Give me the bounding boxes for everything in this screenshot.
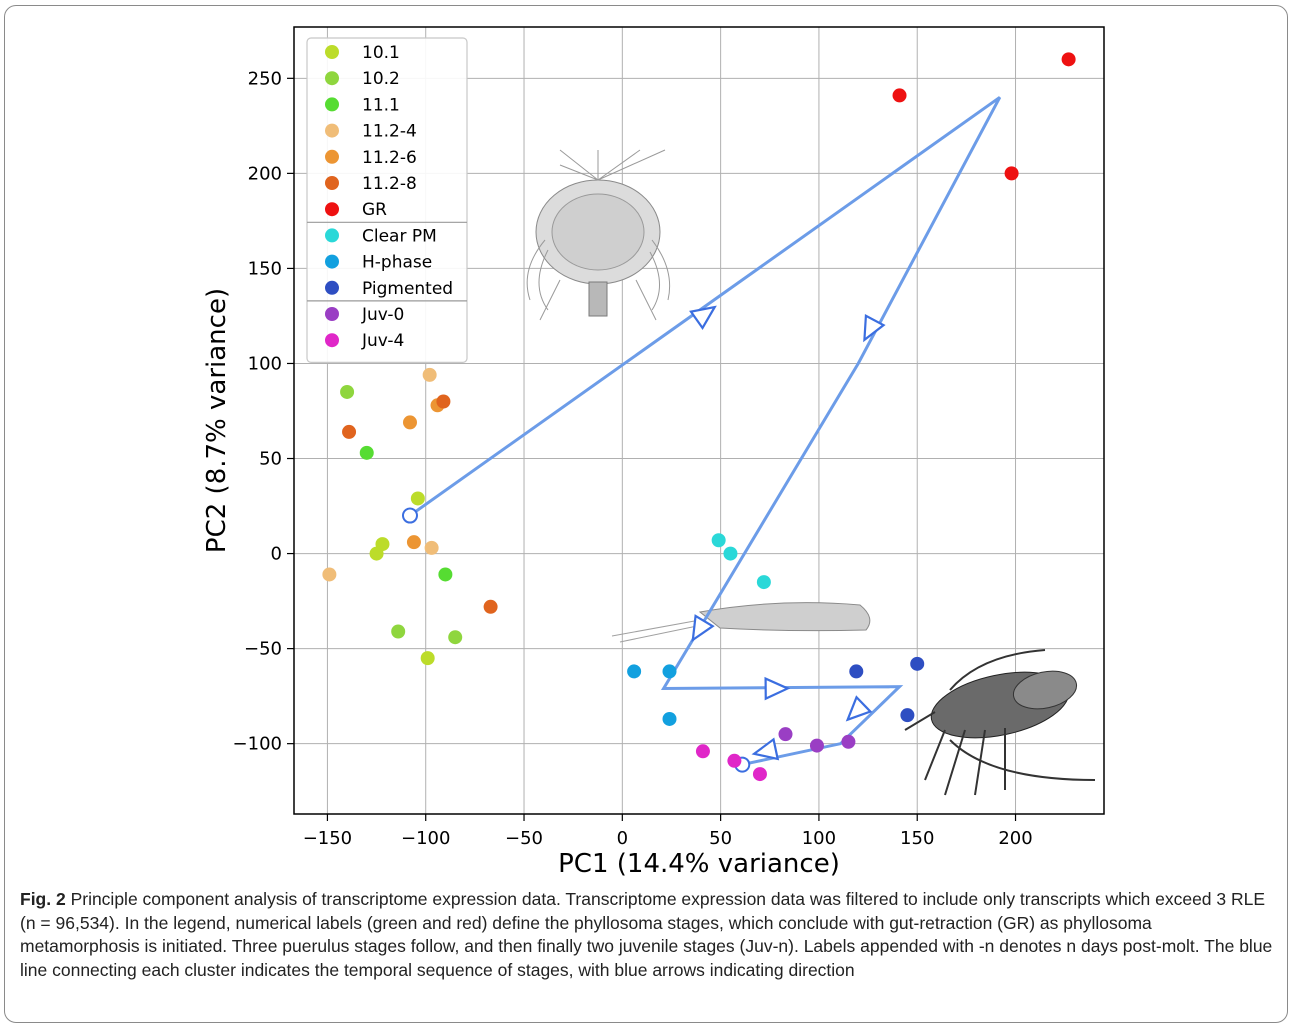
figure-caption: Fig. 2 Principle component analysis of t… <box>20 888 1275 982</box>
y-tick-label: 0 <box>271 544 282 565</box>
data-point-juv-0 <box>809 738 824 753</box>
phyllosoma-larva-image <box>526 149 671 321</box>
y-axis-label: PC2 (8.7% variance) <box>202 288 232 553</box>
trajectory-start-marker <box>401 507 418 524</box>
data-point-pigmented <box>910 656 925 671</box>
data-point-juv-4 <box>727 753 742 768</box>
plot-area-border <box>293 26 1105 815</box>
data-point-gr <box>892 88 907 103</box>
data-point-pigmented <box>900 708 915 723</box>
data-point-pigmented <box>849 664 864 679</box>
legend-marker <box>325 176 339 190</box>
x-tick-label: −150 <box>303 828 352 849</box>
legend-label: Clear PM <box>362 226 437 246</box>
data-point-clear-pm <box>711 533 726 548</box>
figure-frame <box>4 5 1288 1023</box>
y-tick-label: −50 <box>244 639 282 660</box>
trajectory-arrow <box>863 313 886 343</box>
data-point-10-1 <box>410 491 425 506</box>
data-point-10-1 <box>420 651 435 666</box>
legend: 10.1 10.2 11.1 11.2-4 11.2-6 11.2-8 GR Clear PM… <box>306 37 468 363</box>
data-point-11-2-6 <box>402 415 417 430</box>
puerulus-image <box>611 602 871 643</box>
legend-label: 11.2-6 <box>362 148 417 168</box>
data-point-11-2-4 <box>322 567 337 582</box>
y-tick-label: 200 <box>248 163 282 184</box>
x-tick-label: 50 <box>709 828 732 849</box>
data-point-11-2-4 <box>424 540 439 555</box>
legend-label: GR <box>362 200 387 220</box>
legend-marker <box>325 97 339 112</box>
data-point-10-1 <box>369 546 384 561</box>
legend-marker <box>325 228 339 243</box>
legend-label: Juv-4 <box>361 331 404 351</box>
y-tick-label: 250 <box>248 68 282 89</box>
data-point-h-phase <box>662 711 677 726</box>
x-tick-label: 200 <box>998 828 1032 849</box>
trajectory-arrow <box>845 695 873 722</box>
legend-marker <box>325 202 339 217</box>
legend-label: 11.2-4 <box>362 122 417 142</box>
legend-label: 11.2-8 <box>362 174 417 194</box>
axes: −150 −100 −50 0 50 100 150 200 −100 −50 0 50 100 150 2… <box>202 26 1105 879</box>
legend-label: 10.1 <box>362 43 400 63</box>
legend-label: 10.2 <box>362 69 400 89</box>
x-tick-label: 150 <box>900 828 934 849</box>
legend-marker <box>325 123 339 138</box>
data-point-gr <box>1004 166 1019 181</box>
data-point-h-phase <box>627 664 642 679</box>
x-tick-label: 100 <box>802 828 836 849</box>
x-axis-label: PC1 (14.4% variance) <box>558 849 840 879</box>
data-point-clear-pm <box>756 575 771 590</box>
x-tick-label: −100 <box>401 828 450 849</box>
data-point-11-2-6 <box>406 535 421 550</box>
y-tick-label: 50 <box>259 449 282 470</box>
legend-label: 11.1 <box>362 95 400 115</box>
y-tick-label: 150 <box>248 258 282 279</box>
legend-marker <box>325 307 339 321</box>
data-point-10-2 <box>340 384 355 399</box>
caption-text: Principle component analysis of transcri… <box>20 889 1273 980</box>
data-point-juv-4 <box>695 744 710 759</box>
figure-label: Fig. 2 <box>20 889 66 909</box>
trajectory-arrow <box>691 614 715 643</box>
data-point-11-2-4 <box>422 367 437 382</box>
legend-label: Pigmented <box>362 279 453 299</box>
data-point-10-2 <box>448 630 463 645</box>
data-point-juv-4 <box>752 767 767 782</box>
data-point-clear-pm <box>723 546 738 561</box>
data-point-11-2-8 <box>436 394 451 409</box>
data-point-gr <box>1061 52 1076 67</box>
trajectory-arrow <box>751 737 780 761</box>
x-tick-label: 0 <box>617 828 628 849</box>
data-point-juv-0 <box>841 734 856 749</box>
data-point-h-phase <box>662 664 677 679</box>
legend-marker <box>325 149 339 164</box>
legend-marker <box>325 254 339 269</box>
data-points <box>322 52 1076 782</box>
data-point-11-1 <box>438 567 453 582</box>
legend-label: H-phase <box>362 253 432 273</box>
x-tick-label: −50 <box>505 828 543 849</box>
data-point-11-2-8 <box>483 599 498 614</box>
trajectory-arrow <box>764 676 791 701</box>
data-point-10-2 <box>391 624 406 639</box>
legend-marker <box>325 333 339 348</box>
legend-box <box>306 37 468 363</box>
y-tick-label: −100 <box>233 734 282 755</box>
data-point-11-2-8 <box>342 424 357 439</box>
trajectory-line <box>401 96 1002 773</box>
pca-scatter-plot: −150 −100 −50 0 50 100 150 200 −100 −50 0 50 100 150 2… <box>202 26 1105 879</box>
legend-marker <box>325 45 339 59</box>
data-point-11-1 <box>359 445 374 460</box>
legend-marker <box>325 71 339 86</box>
legend-marker <box>325 280 339 295</box>
trajectory-arrow <box>689 305 717 331</box>
trajectory-path <box>409 96 1002 767</box>
y-tick-label: 100 <box>248 353 282 374</box>
data-point-juv-0 <box>778 727 793 742</box>
legend-label: Juv-0 <box>361 305 404 325</box>
juvenile-lobster-image <box>904 649 1096 796</box>
